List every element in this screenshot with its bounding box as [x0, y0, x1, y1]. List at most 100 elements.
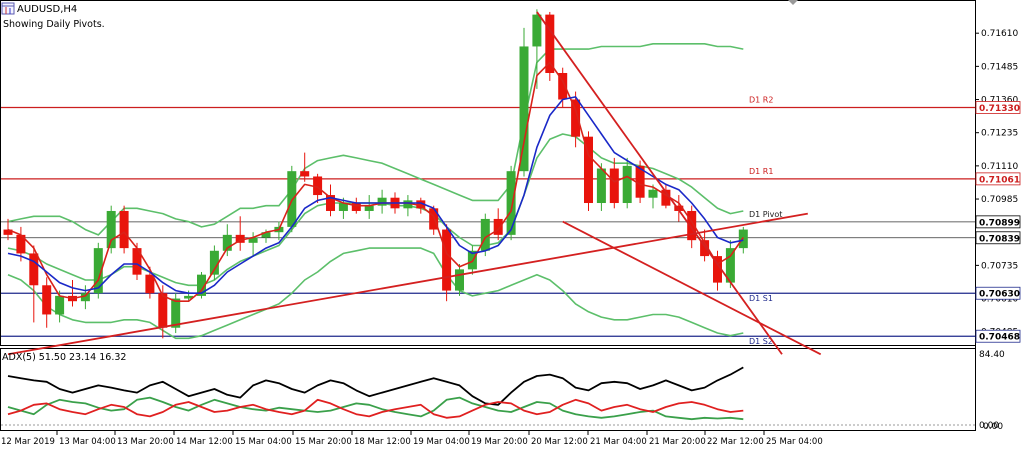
time-tick-label: 12 Mar 2019	[1, 437, 55, 447]
candle-body	[661, 189, 671, 206]
candle-body	[29, 253, 39, 286]
trendline-1	[536, 11, 783, 355]
candle-body	[442, 229, 452, 291]
time-tick-label: 22 Mar 12:00	[707, 437, 764, 447]
pivot-price-tags: 0.71330 0.71061 0.70899 0.70839 0.70630 0.704…	[975, 101, 1021, 343]
time-tick-label: 18 Mar 12:00	[354, 437, 411, 447]
candle-body	[648, 189, 658, 198]
candle	[235, 216, 245, 251]
price-tick-label: 0.71485	[981, 62, 1018, 72]
candle-body	[403, 200, 413, 209]
adx-lines	[7, 366, 744, 421]
candle-body	[674, 205, 684, 211]
adx-right-label-bottom2: 0.00	[983, 422, 1003, 432]
candle	[377, 189, 387, 214]
candle	[648, 184, 658, 209]
candle-body	[209, 250, 219, 275]
candle	[93, 242, 103, 299]
pivot-tag-box-3	[975, 231, 1021, 245]
candle-body	[248, 237, 258, 243]
candle	[197, 272, 206, 299]
pivot-label-2: D1 Pivot	[749, 210, 782, 219]
candle-body	[687, 210, 697, 241]
pivot-subtitle: Showing Daily Pivots.	[3, 19, 105, 30]
candle	[455, 264, 464, 296]
candle	[713, 250, 722, 291]
candle-body	[571, 99, 581, 137]
pivot-label-1: D1 R1	[749, 167, 773, 176]
time-tick-label: 20 Mar 12:00	[531, 437, 588, 447]
candle	[674, 195, 684, 222]
candle	[442, 224, 452, 302]
price-tick-label: 0.71110	[981, 162, 1018, 172]
trendline-2	[562, 220, 822, 356]
pivot-tag-box-1	[975, 172, 1021, 186]
candle-body	[635, 165, 645, 198]
candle-body	[313, 176, 323, 196]
candle-body	[42, 285, 52, 315]
time-tick-label: 13 Mar 20:00	[117, 437, 174, 447]
pivot-tag-text-3: 0.70839	[979, 234, 1020, 244]
trendline-0	[7, 212, 808, 356]
candle	[338, 197, 348, 219]
candle	[326, 184, 335, 217]
time-tick-label: 14 Mar 12:00	[176, 437, 233, 447]
ma-slow-line	[7, 96, 744, 295]
candle-body	[713, 256, 722, 283]
candle	[596, 163, 606, 211]
candle	[313, 173, 323, 204]
candle-body	[222, 234, 232, 251]
price-tick-label: 0.70985	[981, 195, 1018, 205]
chart-window-icon[interactable]	[1, 2, 15, 15]
candle	[609, 157, 619, 209]
candle-body	[171, 298, 181, 328]
symbol-title: AUDUSD,H4	[17, 4, 77, 15]
time-tick-label: 19 Mar 20:00	[471, 437, 528, 447]
pivot-tag-text-4: 0.70630	[979, 290, 1020, 300]
time-tick-label: 13 Mar 04:00	[59, 437, 116, 447]
candle-body	[416, 200, 426, 209]
candle	[480, 213, 490, 257]
candle-body	[493, 218, 503, 235]
candle	[558, 67, 568, 108]
candle-body	[3, 229, 13, 235]
candle	[42, 277, 52, 328]
candle	[106, 205, 116, 254]
adx-series-1	[7, 396, 744, 421]
pivot-label-5: D1 S2	[749, 337, 773, 346]
time-tick-label: 19 Mar 04:00	[413, 437, 470, 447]
pivot-tag-box-2	[975, 215, 1021, 229]
candle	[493, 208, 503, 241]
candle-body	[55, 295, 65, 315]
pivot-label-0: D1 R2	[749, 95, 773, 104]
time-tick-label: 21 Mar 20:00	[649, 437, 706, 447]
candle-body	[584, 136, 593, 204]
candle-body	[132, 248, 142, 275]
bollinger-middle	[7, 133, 744, 287]
bollinger-upper	[7, 42, 744, 236]
candle	[403, 195, 413, 217]
price-tick-label: 0.71235	[981, 129, 1018, 139]
bollinger-lower	[7, 247, 744, 340]
candle	[287, 165, 297, 233]
candle-body	[725, 248, 735, 283]
time-tick-label: 15 Mar 04:00	[235, 437, 292, 447]
time-tick-label: 21 Mar 04:00	[590, 437, 647, 447]
candle	[184, 290, 194, 302]
adx-series-2	[7, 398, 744, 419]
candle	[584, 131, 593, 211]
candle	[119, 205, 129, 254]
candle-body	[326, 195, 335, 211]
pivot-tag-box-5	[975, 329, 1021, 343]
trendlines	[7, 11, 822, 356]
candle	[80, 285, 90, 310]
candle-body	[480, 218, 490, 251]
candle-body	[519, 46, 529, 172]
adx-right-label-bottom: 0.00	[979, 421, 999, 431]
candle	[222, 224, 232, 257]
candle-body	[16, 234, 26, 254]
candle-body	[622, 165, 632, 204]
time-tick-label: 25 Mar 04:00	[766, 437, 823, 447]
bollinger-bands	[7, 42, 744, 340]
